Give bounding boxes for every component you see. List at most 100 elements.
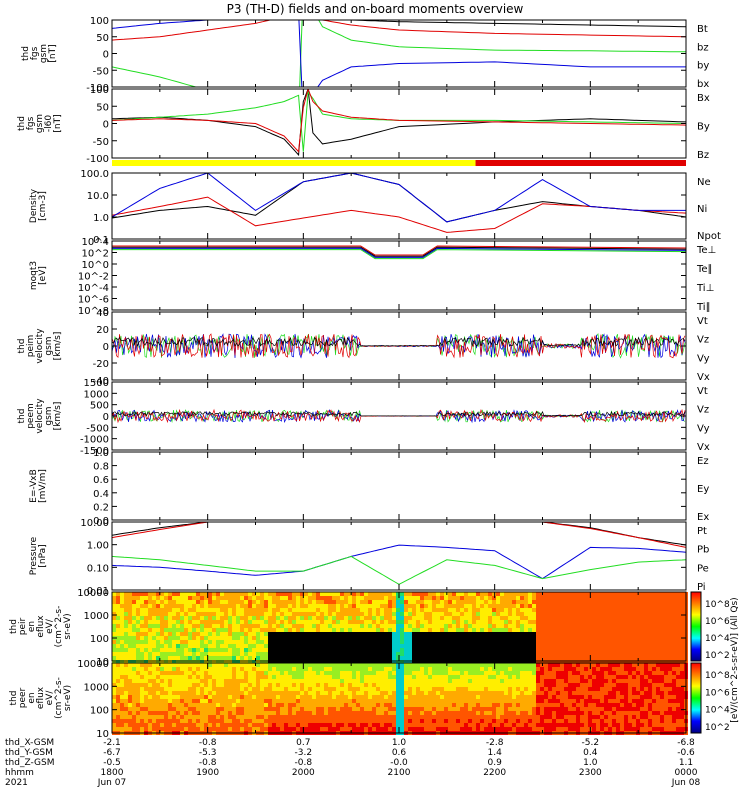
legend-vt: Vt [697, 316, 708, 327]
spectro-cell [484, 671, 488, 675]
spectro-cell [532, 675, 536, 679]
spectro-cell [228, 600, 232, 604]
spectro-cell [640, 632, 644, 636]
spectro-cell [364, 667, 368, 671]
spectro-cell [332, 608, 336, 612]
spectro-cell [136, 703, 140, 707]
spectro-cell [260, 707, 264, 711]
spectro-cell [264, 699, 268, 703]
spectro-cell [392, 596, 396, 600]
spectro-cell [196, 703, 200, 707]
spectro-cell [312, 711, 316, 715]
spectro-cell [148, 648, 152, 652]
spectro-cell [256, 719, 260, 723]
spectro-cell [512, 620, 516, 624]
spectro-cell [504, 699, 508, 703]
spectro-cell [352, 604, 356, 608]
spectro-cell [628, 636, 632, 640]
spectro-cell [648, 624, 652, 628]
spectro-cell [120, 719, 124, 723]
y-axis-label: thd [21, 46, 31, 61]
spectro-cell [144, 683, 148, 687]
spectro-cell [360, 608, 364, 612]
spectro-cell [252, 703, 256, 707]
spectro-cell [156, 723, 160, 727]
spectro-cell [332, 636, 336, 640]
spectro-cell [480, 608, 484, 612]
spectro-cell [240, 612, 244, 616]
spectro-cell [468, 652, 472, 656]
spectro-cell [504, 687, 508, 691]
spectro-cell [192, 600, 196, 604]
spectro-cell [300, 596, 304, 600]
spectro-cell [424, 695, 428, 699]
spectro-cell [516, 636, 520, 640]
spectro-cell [524, 640, 528, 644]
spectro-cell [476, 691, 480, 695]
spectro-cell [612, 612, 616, 616]
spectro-cell [640, 604, 644, 608]
spectro-cell [124, 719, 128, 723]
spectro-cell [156, 707, 160, 711]
spectro-cell [272, 703, 276, 707]
spectro-cell [516, 687, 520, 691]
spectro-cell [436, 604, 440, 608]
spectro-cell [300, 691, 304, 695]
spectro-cell [396, 727, 400, 731]
spectro-cell [552, 656, 556, 660]
series-line-ni [112, 173, 686, 223]
spectro-cell [360, 600, 364, 604]
spectro-cell [484, 648, 488, 652]
spectro-cell [508, 620, 512, 624]
spectro-cell [348, 671, 352, 675]
legend-by: by [697, 61, 709, 72]
spectro-cell [524, 671, 528, 675]
spectro-cell [420, 719, 424, 723]
spectro-cell [516, 612, 520, 616]
spectro-cell [520, 667, 524, 671]
spectro-cell [344, 620, 348, 624]
spectro-cell [456, 695, 460, 699]
spectro-cell [404, 636, 408, 640]
spectro-cell [160, 608, 164, 612]
spectro-cell [356, 596, 360, 600]
spectro-cell [336, 727, 340, 731]
spectro-cell [312, 699, 316, 703]
spectro-cell [288, 715, 292, 719]
spectro-cell [152, 600, 156, 604]
spectro-cell [256, 608, 260, 612]
spectro-cell [432, 723, 436, 727]
spectro-cell [280, 644, 284, 648]
spectro-cell [396, 648, 400, 652]
spectro-cell [148, 663, 152, 667]
spectro-cell [284, 616, 288, 620]
spectro-cell [460, 663, 464, 667]
spectro-cell [416, 628, 420, 632]
spectro-cell [252, 707, 256, 711]
spectro-cell [540, 640, 544, 644]
spectro-cell [348, 683, 352, 687]
spectro-cell [148, 695, 152, 699]
spectro-cell [160, 652, 164, 656]
spectro-cell [624, 652, 628, 656]
spectro-cell [432, 711, 436, 715]
spectro-cell [196, 612, 200, 616]
spectro-cell [388, 632, 392, 636]
spectro-cell [484, 620, 488, 624]
spectro-cell [516, 648, 520, 652]
spectro-cell [576, 644, 580, 648]
spectro-cell [200, 656, 204, 660]
spectro-cell [256, 640, 260, 644]
spectro-cell [208, 671, 212, 675]
spectrogram [112, 663, 688, 735]
spectro-cell [484, 604, 488, 608]
spectro-cell [288, 648, 292, 652]
spectro-cell [288, 683, 292, 687]
spectro-cell [384, 679, 388, 683]
spectro-cell [168, 695, 172, 699]
spectro-cell [128, 695, 132, 699]
spectro-cell [212, 675, 216, 679]
spectro-cell [320, 695, 324, 699]
spectro-cell [216, 652, 220, 656]
spectro-cell [432, 707, 436, 711]
